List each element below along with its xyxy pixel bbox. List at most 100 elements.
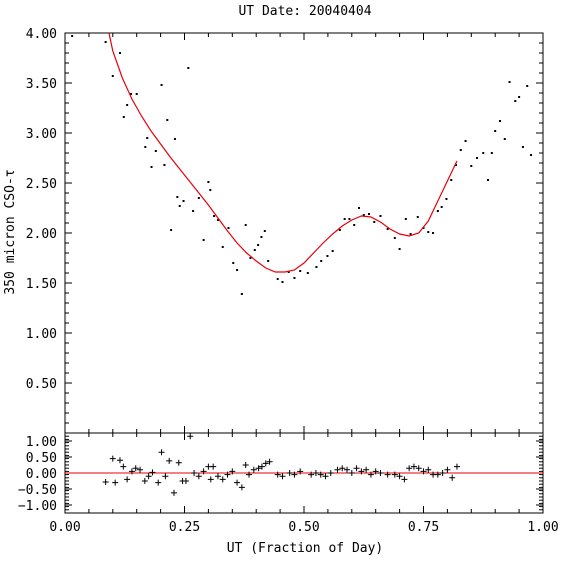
residual-point: [286, 470, 293, 476]
data-point: [379, 215, 382, 217]
residual-point: [358, 468, 365, 475]
data-point: [249, 257, 252, 259]
data-point: [440, 206, 443, 208]
residual-point: [112, 479, 119, 486]
residual-point: [200, 468, 207, 475]
residual-point: [132, 465, 139, 472]
chart-title: UT Date: 20040404: [238, 4, 371, 19]
residual-point: [155, 479, 162, 486]
residual-point: [210, 463, 217, 470]
top-panel: 0.50 1.00 1.50 2.00 2.50 3.00 3.50 4.00 350 mic…: [3, 27, 544, 434]
residual-point: [175, 459, 182, 466]
residual-point: [453, 463, 460, 470]
data-point: [348, 218, 351, 220]
residual-point: [246, 471, 253, 478]
data-point: [178, 205, 181, 207]
residual-point: [377, 470, 384, 476]
data-point: [176, 196, 179, 198]
data-point: [362, 214, 365, 216]
data-point: [166, 119, 169, 121]
residual-point: [102, 478, 109, 485]
data-point: [343, 218, 346, 220]
residual-point: [158, 449, 165, 456]
residual-point: [214, 473, 221, 480]
residual-point: [141, 478, 148, 484]
bottom-y-tick-label: 0.00: [26, 467, 57, 482]
data-point: [144, 146, 147, 148]
data-point: [192, 210, 195, 212]
residual-point: [266, 458, 273, 465]
y-axis-label: 350 micron CSO-τ: [3, 169, 18, 294]
data-point: [227, 227, 230, 229]
data-point: [293, 277, 296, 279]
data-point: [476, 157, 479, 159]
data-point: [422, 227, 425, 229]
data-point: [163, 164, 166, 166]
data-point: [436, 210, 439, 212]
residual-point: [367, 471, 374, 478]
residual-point: [120, 463, 127, 470]
data-point: [244, 224, 247, 226]
data-point: [240, 293, 243, 295]
residual-point: [312, 470, 319, 476]
data-point: [508, 81, 511, 83]
data-point: [135, 93, 138, 95]
bottom-y-tick-label: −0.50: [18, 483, 57, 498]
residual-point: [128, 468, 135, 475]
top-data-points: [71, 35, 533, 295]
data-point: [498, 120, 501, 122]
data-point: [459, 149, 462, 151]
residual-point: [406, 465, 413, 472]
data-point: [514, 100, 517, 102]
data-point: [353, 224, 356, 226]
data-point: [287, 271, 290, 273]
bottom-x-tick-label: 1.00: [527, 520, 558, 535]
top-y-tick-label: 2.00: [26, 227, 57, 242]
residual-point: [191, 470, 198, 476]
data-point: [129, 93, 132, 95]
residual-point: [449, 474, 456, 481]
data-point: [207, 181, 210, 183]
data-point: [263, 230, 266, 232]
top-y-tick-label: 2.50: [26, 177, 57, 192]
data-point: [393, 237, 396, 239]
residual-point: [250, 466, 257, 473]
data-point: [276, 278, 279, 280]
residual-point: [334, 466, 341, 473]
residual-point: [363, 466, 370, 473]
bottom-x-ticks: 0.00 0.25 0.50 0.75 1.00: [49, 433, 559, 535]
residual-point: [415, 465, 422, 472]
data-point: [104, 41, 107, 43]
residual-point: [439, 470, 446, 476]
residual-point: [207, 476, 214, 483]
data-point: [111, 75, 114, 77]
data-point: [257, 244, 260, 246]
data-point: [209, 189, 212, 191]
data-point: [182, 200, 185, 202]
residual-point: [291, 471, 298, 478]
data-point: [427, 231, 430, 233]
data-point: [526, 85, 529, 87]
top-y-tick-label: 1.50: [26, 277, 57, 292]
residual-point: [124, 476, 131, 483]
data-point: [146, 137, 149, 139]
residual-point: [391, 471, 398, 478]
bottom-y-ticks: −1.00−0.500.000.501.00: [18, 432, 543, 514]
bottom-x-tick-label: 0.50: [288, 520, 319, 535]
residual-point: [242, 462, 249, 468]
data-point: [503, 138, 506, 140]
top-y-tick-label: 0.50: [26, 377, 57, 392]
data-point: [326, 255, 329, 257]
residual-point: [109, 455, 116, 462]
residual-point: [258, 463, 265, 470]
data-point: [416, 216, 419, 218]
residual-point: [420, 468, 427, 475]
data-point: [122, 116, 125, 118]
data-point: [450, 179, 453, 181]
top-y-tick-label: 3.50: [26, 77, 57, 92]
bottom-x-tick-label: 0.00: [49, 520, 80, 535]
data-point: [432, 232, 435, 234]
data-point: [281, 281, 284, 283]
residual-point: [434, 471, 441, 478]
data-point: [232, 262, 235, 264]
